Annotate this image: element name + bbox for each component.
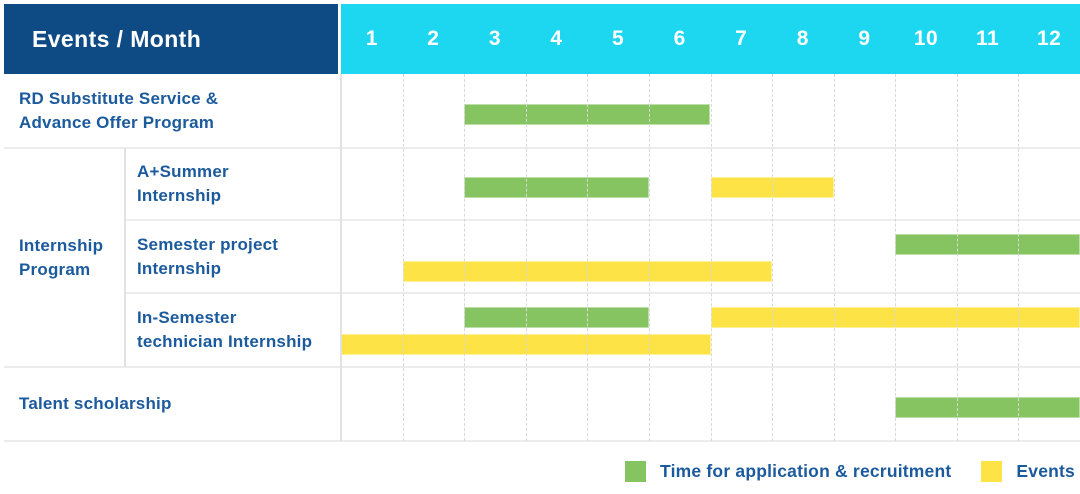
row-label-line: Talent scholarship — [19, 394, 172, 413]
row-divider — [4, 147, 1080, 149]
row-label-rd-substitute-advance-offer: RD Substitute Service & Advance Offer Pro… — [4, 74, 341, 148]
legend-item-recruitment: Time for application & recruitment — [625, 460, 952, 482]
month-label: 1 — [365, 27, 378, 50]
month-gridline — [525, 74, 527, 441]
row-label-line: Internship — [137, 258, 222, 278]
gantt-bar-recruitment — [464, 307, 649, 328]
month-label: 11 — [975, 27, 1000, 50]
legend-label-event: Events — [1016, 460, 1075, 481]
month-gridline — [772, 74, 774, 441]
legend-item-event: Events — [981, 460, 1075, 482]
corner-header-label: Events / Month — [32, 25, 202, 52]
label-grid-divider-line — [340, 74, 342, 441]
row-label-semester-project-internship: Semester project Internship — [125, 220, 341, 293]
month-label: 3 — [488, 27, 502, 50]
row-label-line: Internship — [137, 186, 222, 205]
recruitment-swatch-icon — [625, 460, 647, 482]
month-label: 4 — [550, 27, 563, 50]
row-label-in-semester-technician-internship: In-Semester technician Internship — [125, 293, 341, 367]
group-label-internship-program: Internship Program — [4, 148, 125, 367]
month-gridline — [464, 74, 466, 441]
row-divider — [125, 219, 1080, 221]
legend: Time for application & recruitment Event… — [625, 457, 1075, 485]
row-divider — [4, 366, 1080, 368]
row-label-line: Advance Offer Program — [19, 113, 215, 132]
legend-label-recruitment: Time for application & recruitment — [660, 460, 952, 481]
month-label: 6 — [673, 27, 686, 50]
row-divider — [4, 440, 1080, 442]
row-label-line: technician Internship — [137, 332, 313, 351]
month-gridline — [402, 74, 404, 441]
group-label-line: Internship — [19, 235, 104, 255]
month-gridline — [710, 74, 712, 441]
month-label: 10 — [913, 27, 939, 50]
row-label-line: Semester project — [137, 234, 279, 254]
month-label: 2 — [427, 27, 440, 50]
corner-header: Events / Month — [4, 4, 338, 74]
row-label-line: In-Semester — [137, 308, 237, 327]
row-label-line: A+Summer — [137, 162, 229, 181]
month-gridline — [956, 74, 958, 441]
gantt-bar-recruitment — [464, 176, 649, 198]
row-divider — [125, 292, 1080, 294]
month-gridline — [895, 74, 897, 441]
month-gridline — [833, 74, 835, 441]
month-gridline — [648, 74, 650, 441]
month-label: 7 — [735, 27, 748, 50]
event-swatch-icon — [981, 460, 1003, 482]
month-header-row: 1 2 3 4 5 6 7 8 9 10 11 12 — [341, 4, 1080, 74]
row-label-a-plus-summer-internship: A+Summer Internship — [125, 148, 341, 220]
month-label: 5 — [612, 27, 625, 50]
month-gridline — [1018, 74, 1020, 441]
gantt-bar-recruitment — [895, 233, 1080, 255]
row-label-talent-scholarship: Talent scholarship — [4, 367, 341, 441]
month-label: 8 — [796, 27, 809, 50]
row-label-line: RD Substitute Service & — [19, 89, 219, 108]
month-label: 9 — [858, 27, 871, 50]
gantt-bar-recruitment — [464, 103, 711, 125]
gantt-bar-recruitment — [895, 396, 1080, 418]
group-divider-line — [124, 148, 126, 367]
month-gridline — [587, 74, 589, 441]
month-label: 12 — [1036, 27, 1062, 50]
group-label-line: Program — [19, 259, 91, 279]
